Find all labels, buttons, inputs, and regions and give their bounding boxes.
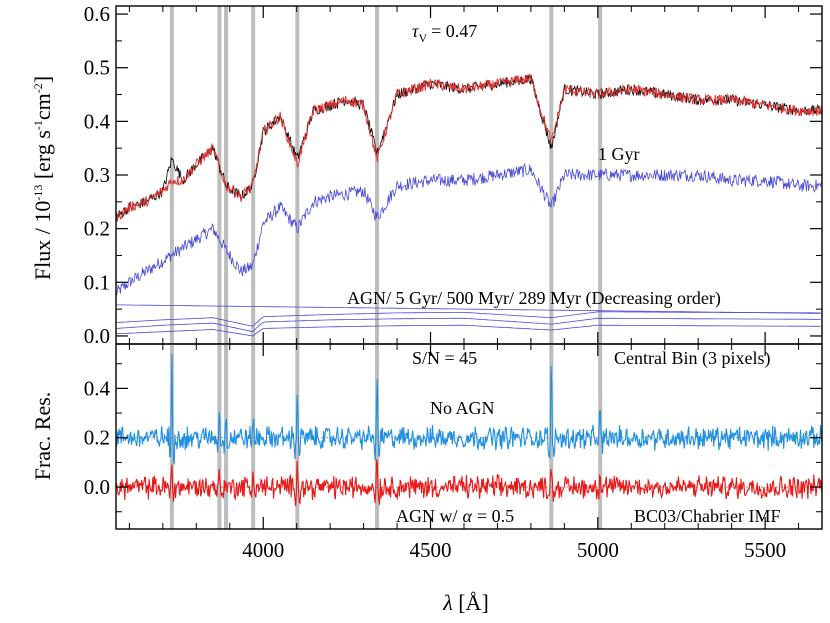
y-tick-labels: 0.0 0.1 0.2 0.3 0.4 0.5 0.6 xyxy=(84,2,822,348)
flux-series xyxy=(115,73,823,337)
x-tick-labels: 4000 4500 5000 5500 xyxy=(128,6,800,562)
y-tick-label: 0.4 xyxy=(84,109,111,133)
flux-panel: 0.0 0.1 0.2 0.3 0.4 0.5 0.6 τV = 0.47 1 Gyr AGN… xyxy=(30,2,823,348)
residual-series xyxy=(115,353,823,506)
y-tick-label: 0.5 xyxy=(84,56,110,80)
series-line-1-gyr xyxy=(115,163,823,296)
no-agn-label: No AGN xyxy=(430,398,495,418)
series-line-observed xyxy=(115,74,823,223)
y-tick-label: 0.1 xyxy=(84,270,110,294)
series-line-500-myr xyxy=(115,317,821,333)
x-tick-label: 4500 xyxy=(410,538,452,562)
model-label: BC03/Chabrier IMF xyxy=(634,506,781,526)
top-y-axis-label: Flux / 10-13 [erg s-1cm-2] xyxy=(30,76,55,280)
series-line-best-fit-model xyxy=(115,73,823,222)
y-tick-label: 0.2 xyxy=(84,217,110,241)
residual-line-no-agn xyxy=(115,353,823,465)
emission-line-markers xyxy=(169,6,603,344)
residual-line-agn xyxy=(115,459,823,506)
sn-label: S/N = 45 xyxy=(412,348,477,368)
y-tick-label: 0.0 xyxy=(84,324,110,348)
series-line-agn xyxy=(115,304,821,314)
bottom-y-axis-label: Frac. Res. xyxy=(30,392,55,481)
young-pop-label: 1 Gyr xyxy=(598,144,640,164)
x-tick-label: 5000 xyxy=(577,538,619,562)
tau-annotation: τV = 0.47 xyxy=(412,21,477,45)
y-tick-labels-bottom: 0.0 0.2 0.4 xyxy=(84,363,822,513)
components-label: AGN/ 5 Gyr/ 500 Myr/ 289 Myr (Decreasing… xyxy=(347,288,721,309)
y-tick-label: 0.4 xyxy=(84,376,111,400)
bottom-plot-frame xyxy=(115,343,823,530)
residual-panel: 0.0 0.2 0.4 S/N = 45 Central Bin (3 pixels… xyxy=(30,343,823,530)
y-tick-label: 0.6 xyxy=(84,2,110,26)
x-tick-label: 4000 xyxy=(242,538,284,562)
x-tick-label: 5500 xyxy=(744,538,786,562)
x-axis-label: λ [Å] xyxy=(442,590,489,615)
bin-label: Central Bin (3 pixels) xyxy=(614,348,770,369)
emission-line-markers-bottom xyxy=(169,344,603,529)
agn-alpha-label: AGN w/α = 0.5 xyxy=(396,506,514,526)
series-line-289-myr xyxy=(115,324,821,337)
y-tick-label: 0.0 xyxy=(84,475,110,499)
y-tick-label: 0.3 xyxy=(84,163,110,187)
y-tick-label: 0.2 xyxy=(84,426,110,450)
